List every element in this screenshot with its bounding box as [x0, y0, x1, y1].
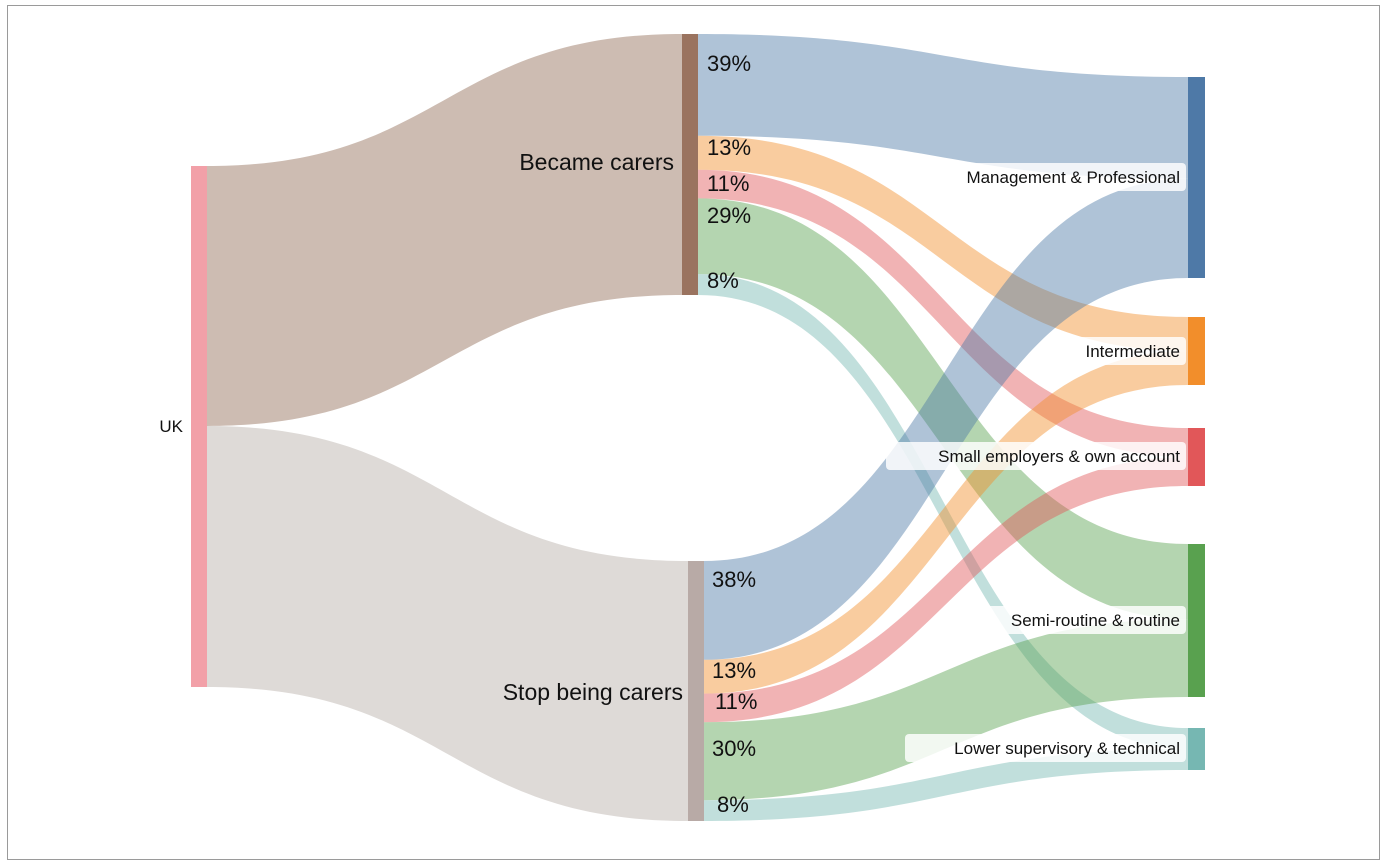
pct-stop-small-employers: 11% [715, 689, 757, 714]
node-bar-stop-being-carers [688, 561, 704, 821]
label-bg-management [922, 163, 1186, 191]
flow-uk-to-became-carers [207, 34, 682, 426]
flow-stop-being-carers-to-small-employers-and-own-account [704, 457, 1188, 723]
flow-stop-being-carers-to-semi-routine-and-routine [704, 619, 1188, 801]
node-bars [191, 34, 1205, 821]
pct-became-small-employers: 11% [707, 171, 749, 196]
flows-groups-to-classes [698, 34, 1188, 821]
node-label-intermediate: Intermediate [1086, 342, 1181, 361]
figure-frame [7, 5, 1380, 860]
node-bar-semi-routine-and-routine [1188, 544, 1205, 697]
node-bar-intermediate [1188, 317, 1205, 385]
flow-became-carers-to-lower-supervisory-and-technical [698, 274, 1188, 749]
node-label-management-professional: Management & Professional [966, 168, 1180, 187]
pct-became-semi-routine: 29% [707, 203, 751, 228]
pct-stop-lower-supervisory: 8% [717, 792, 749, 817]
flow-stop-being-carers-to-management-and-professional [704, 178, 1188, 660]
node-bar-became-carers [682, 34, 698, 295]
label-bg-semi-routine [973, 606, 1186, 634]
pct-stop-intermediate: 13% [712, 658, 756, 683]
label-bg-intermediate [1063, 337, 1186, 365]
node-label-lower-supervisory: Lower supervisory & technical [954, 739, 1180, 758]
node-label-semi-routine: Semi-routine & routine [1011, 611, 1180, 630]
node-label-became-carers: Became carers [519, 149, 674, 175]
flow-stop-being-carers-to-lower-supervisory-and-technical [704, 749, 1188, 821]
pct-became-management: 39% [707, 51, 751, 76]
node-label-uk: UK [159, 417, 183, 436]
node-label-small-employers: Small employers & own account [938, 447, 1180, 466]
pct-became-lower-supervisory: 8% [707, 268, 739, 293]
flow-became-carers-to-management-and-professional [698, 34, 1188, 179]
label-bg-small-employers [886, 442, 1186, 470]
node-bar-small-employers-and-own-account [1188, 428, 1205, 486]
pct-stop-management: 38% [712, 567, 756, 592]
node-bar-lower-supervisory-and-technical [1188, 728, 1205, 770]
node-label-stop-being-carers: Stop being carers [503, 679, 683, 705]
flow-stop-being-carers-to-intermediate [704, 351, 1188, 694]
pct-stop-semi-routine: 30% [712, 736, 756, 761]
pct-became-intermediate: 13% [707, 135, 751, 160]
flows-uk-to-groups [207, 34, 688, 821]
flow-became-carers-to-small-employers-and-own-account [698, 169, 1188, 457]
flow-uk-to-stop-being-carers [207, 426, 688, 821]
node-bar-uk [191, 166, 207, 687]
label-bg-lower-supervisory [905, 734, 1186, 762]
flow-became-carers-to-semi-routine-and-routine [698, 198, 1188, 620]
flow-became-carers-to-intermediate [698, 135, 1188, 351]
node-bar-management-and-professional [1188, 77, 1205, 278]
